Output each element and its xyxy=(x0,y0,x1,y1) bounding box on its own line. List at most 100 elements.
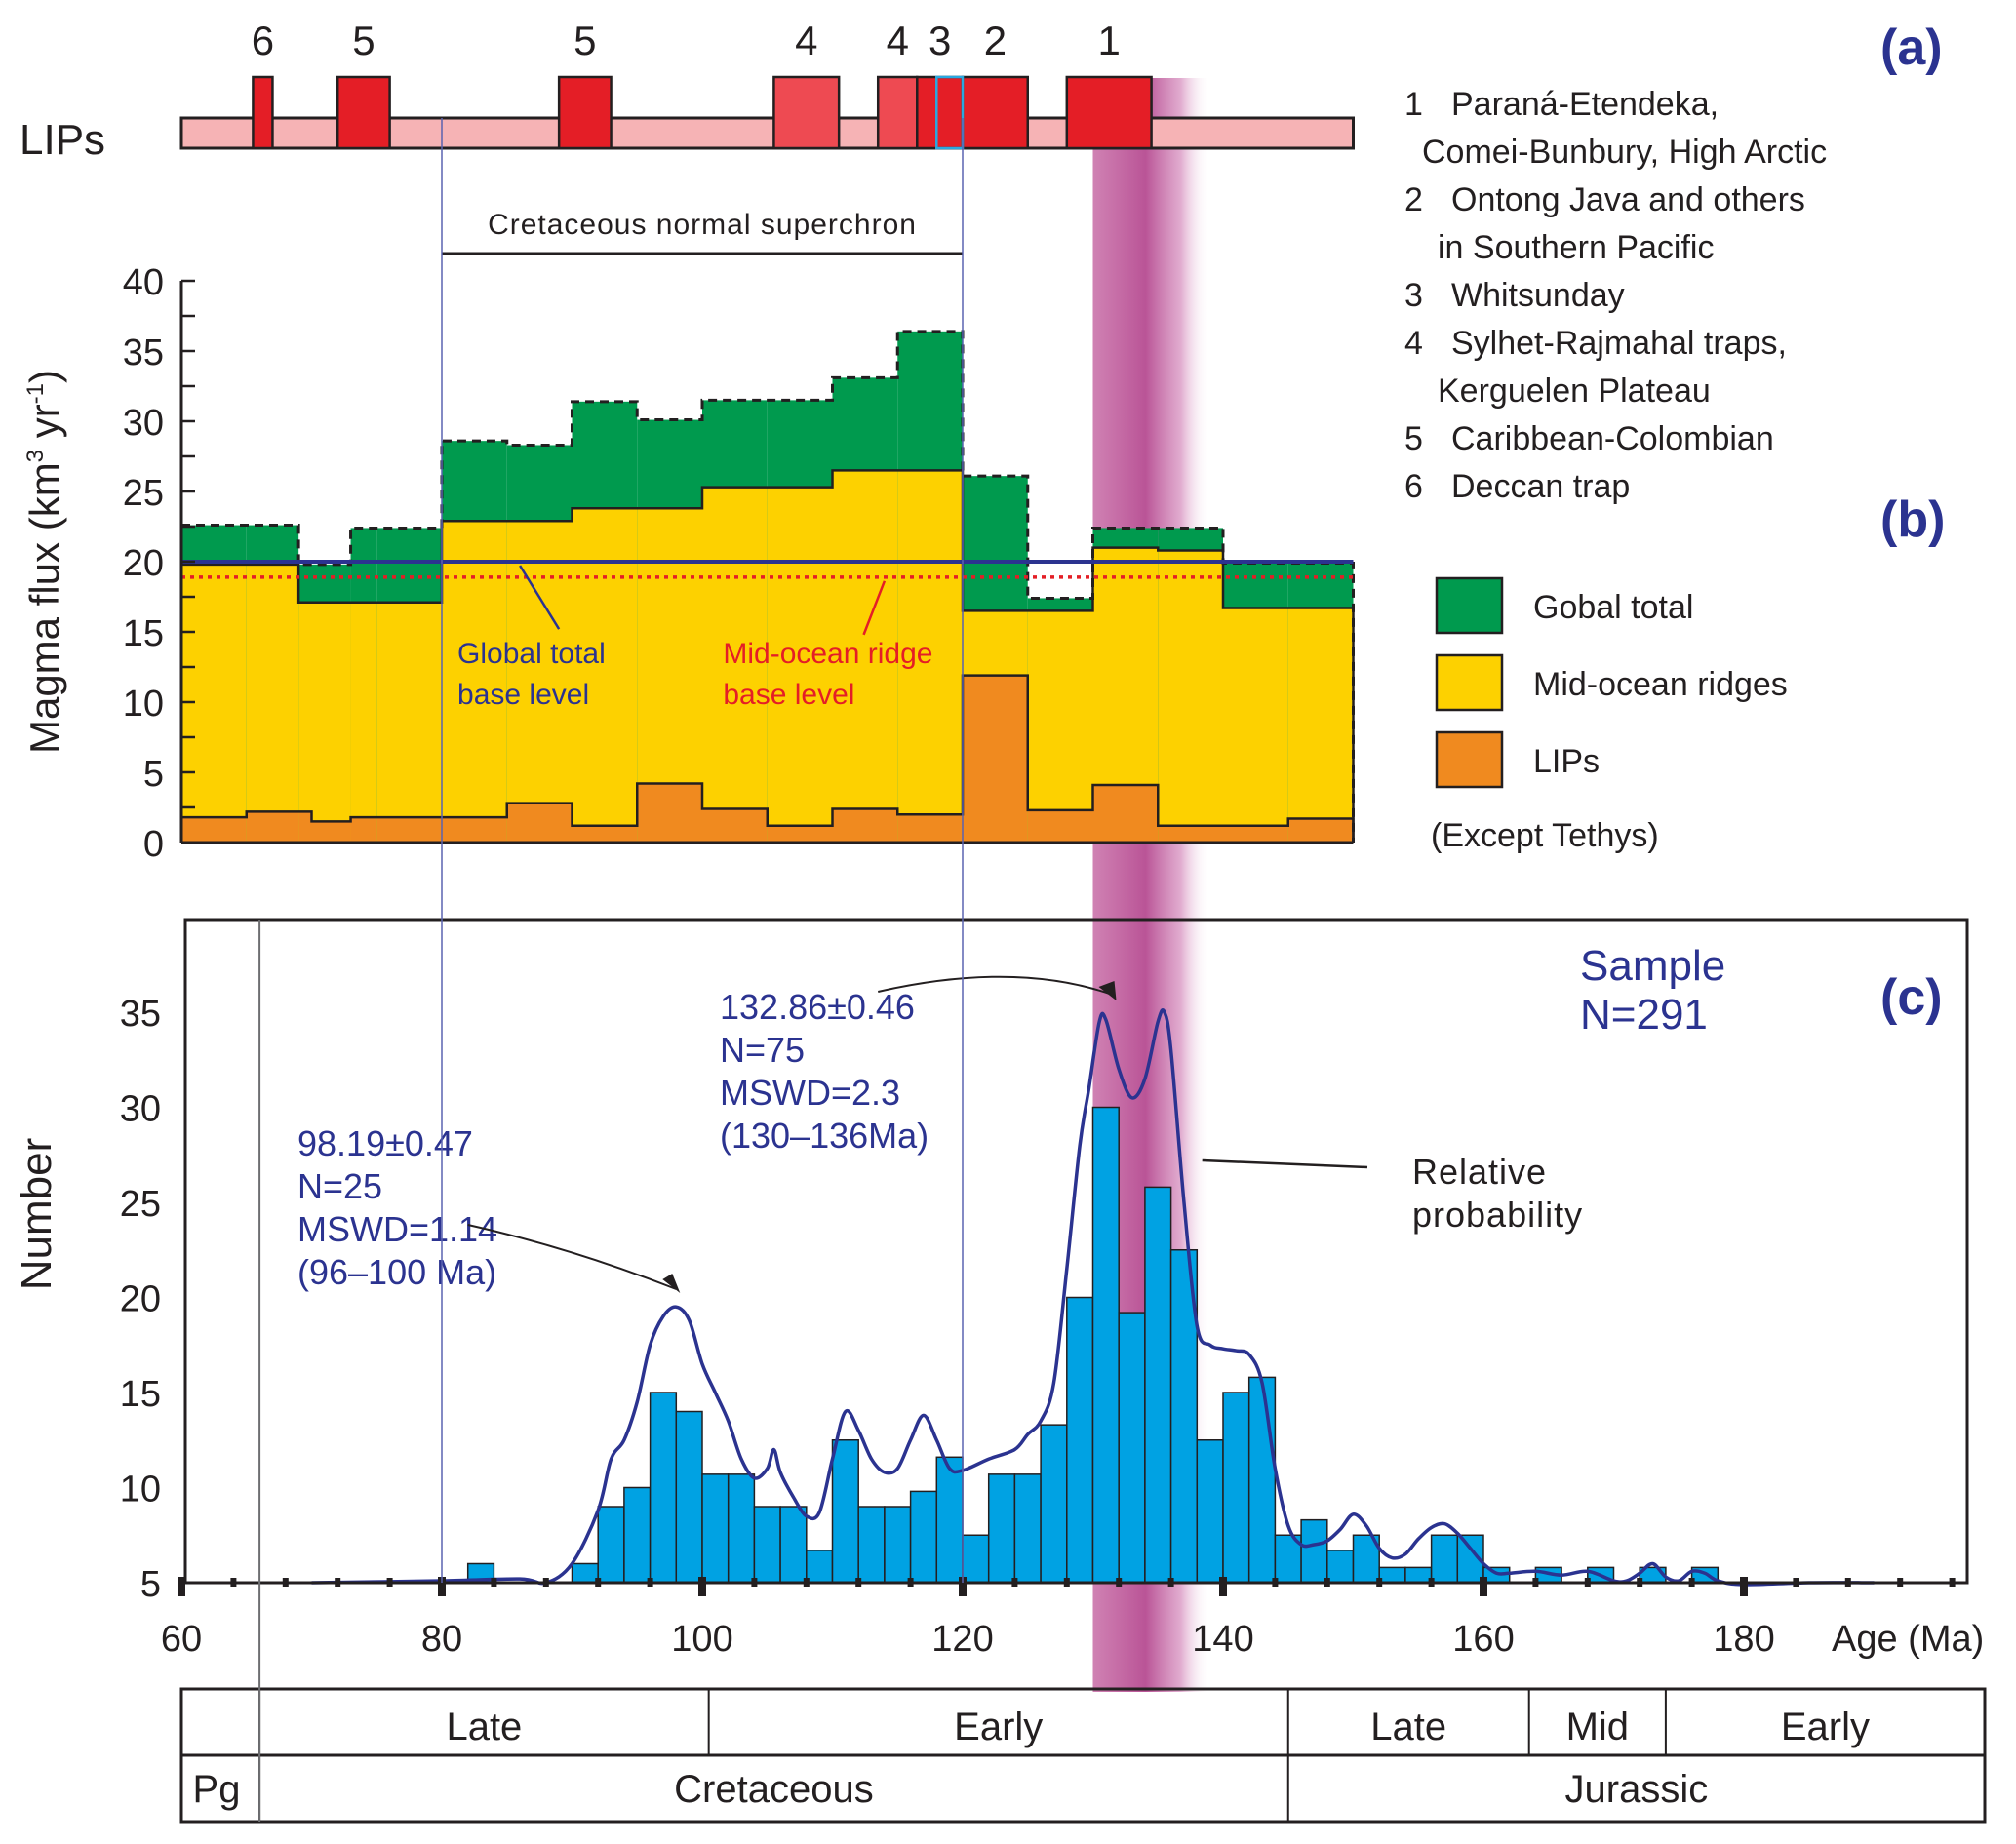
y-tick-label: 35 xyxy=(120,994,161,1035)
x-minor-tick xyxy=(803,1578,810,1587)
sample-label: Sample xyxy=(1580,942,1725,990)
x-minor-tick xyxy=(1793,1578,1799,1587)
histogram-bar xyxy=(753,1506,781,1584)
lips-flux-area xyxy=(767,825,833,843)
lips-event-number: 6 xyxy=(252,18,274,63)
lips-event-bar xyxy=(252,75,274,150)
sample-count: N=291 xyxy=(1580,991,1708,1039)
lips-legend-text: Ontong Java and others xyxy=(1451,181,1805,218)
x-minor-tick xyxy=(595,1578,602,1587)
lips-flux-area xyxy=(963,675,1028,843)
y-tick-label: 25 xyxy=(120,1184,161,1225)
period-label: Jurassic xyxy=(1565,1768,1709,1811)
epoch-label: Late xyxy=(1370,1706,1446,1748)
magma-flux-areas xyxy=(181,330,1355,844)
epoch-label: Late xyxy=(446,1706,522,1748)
mid-ocean-ridges-area xyxy=(767,487,833,843)
mid-ocean-ridges-area xyxy=(376,602,442,843)
mid-ocean-ridges-area xyxy=(311,602,351,843)
lips-event-number: 4 xyxy=(887,18,909,63)
x-minor-tick xyxy=(1167,1578,1174,1587)
period-label: Cretaceous xyxy=(674,1768,874,1811)
x-minor-tick xyxy=(751,1578,758,1587)
superchron-label: Cretaceous normal superchron xyxy=(488,209,917,241)
global-base-callout-line xyxy=(519,565,561,630)
x-tick-label: 180 xyxy=(1713,1619,1774,1660)
lips-flux-area xyxy=(311,821,351,843)
lips-flux-area xyxy=(376,817,442,843)
legend-swatch xyxy=(1435,730,1504,789)
histogram-bar xyxy=(675,1410,703,1584)
geologic-timescale: Late Early Late Mid Early Pg Cretaceous Jurassi… xyxy=(179,1687,1987,1824)
legend-label: Mid-ocean ridges xyxy=(1533,666,1788,703)
mid-ocean-ridges-area xyxy=(442,521,507,843)
y-axis-title-superscript: 3 xyxy=(22,450,49,462)
lips-legend-text-cont: Comei-Bunbury, High Arctic xyxy=(1422,134,1827,171)
y-tick-label: 5 xyxy=(143,754,164,795)
plot-frame xyxy=(183,918,1969,1585)
global-total-outline xyxy=(181,330,1355,843)
lips-event-number: 5 xyxy=(352,18,375,63)
mid-ocean-ridges-area xyxy=(1027,610,1093,843)
lips-event-number: 3 xyxy=(929,18,951,63)
x-major-tick xyxy=(698,1577,706,1596)
magma-flux-axes: 0 5 10 15 20 25 30 35 40 Magma flux (km3 yr-1) xyxy=(21,262,1354,865)
x-minor-tick xyxy=(491,1578,497,1587)
y-tick-label: 30 xyxy=(123,403,164,444)
mid-ocean-ridges-area xyxy=(832,470,898,843)
x-minor-tick xyxy=(386,1578,393,1587)
y-tick-label: 0 xyxy=(143,824,164,865)
x-minor-tick xyxy=(647,1578,653,1587)
x-major-tick xyxy=(959,1577,967,1596)
x-minor-tick xyxy=(542,1578,549,1587)
curve-label-leader xyxy=(1202,1158,1368,1169)
lips-flux-area xyxy=(350,817,377,843)
x-minor-tick xyxy=(907,1578,914,1587)
histogram-bar xyxy=(831,1439,859,1584)
mid-ocean-ridges-area xyxy=(298,602,312,843)
lips-flux-area xyxy=(1027,809,1093,843)
whitsunday-outline xyxy=(935,75,965,150)
y-tick-label: 20 xyxy=(123,543,164,584)
histogram-bar xyxy=(701,1473,730,1584)
histogram-bar xyxy=(1118,1312,1146,1584)
histogram-bar xyxy=(1247,1376,1277,1584)
reference-lines xyxy=(258,118,964,1822)
epoch-label: Early xyxy=(954,1706,1043,1748)
histogram-bar xyxy=(1040,1424,1068,1584)
x-major-tick xyxy=(438,1577,446,1596)
histogram-bar xyxy=(1378,1566,1406,1584)
probability-curve-layer xyxy=(311,1008,1875,1587)
x-minor-tick xyxy=(1376,1578,1383,1587)
histogram-bar xyxy=(779,1506,808,1584)
lips-legend-text: Whitsunday xyxy=(1451,277,1625,314)
histogram-bar xyxy=(857,1506,886,1584)
mid-ocean-ridges-area xyxy=(897,470,963,843)
panel-b-label: (b) xyxy=(1880,491,1945,548)
lips-flux-area xyxy=(298,811,312,843)
lips-legend-number: 5 xyxy=(1404,420,1423,457)
y-axis-title-part: ) xyxy=(21,370,67,383)
histogram-bar xyxy=(571,1562,599,1584)
magma-flux-annotations: Cretaceous normal superchron Global total… xyxy=(442,209,963,711)
lips-legend-number: 2 xyxy=(1404,181,1423,218)
legend-swatch xyxy=(1435,653,1504,712)
mid-ocean-ridges-area xyxy=(506,521,573,843)
y-axis-title-superscript: -1 xyxy=(22,383,49,404)
arrowhead-icon xyxy=(662,1274,681,1293)
x-minor-tick xyxy=(230,1578,237,1587)
histogram-bar xyxy=(909,1490,938,1584)
histogram-bar xyxy=(649,1392,678,1584)
relative-probability-curve xyxy=(311,1008,1875,1587)
histogram-bars xyxy=(466,1106,1720,1584)
x-tick-label: 100 xyxy=(671,1619,732,1660)
x-minor-tick xyxy=(1897,1578,1904,1587)
x-minor-tick xyxy=(1949,1578,1956,1587)
histogram-bar xyxy=(727,1473,756,1584)
x-major-tick xyxy=(1480,1577,1487,1596)
mid-ocean-ridges-area xyxy=(1223,608,1288,843)
histogram-bar xyxy=(1091,1106,1120,1584)
old-peak-annotation: (130–136Ma) xyxy=(720,1116,929,1156)
